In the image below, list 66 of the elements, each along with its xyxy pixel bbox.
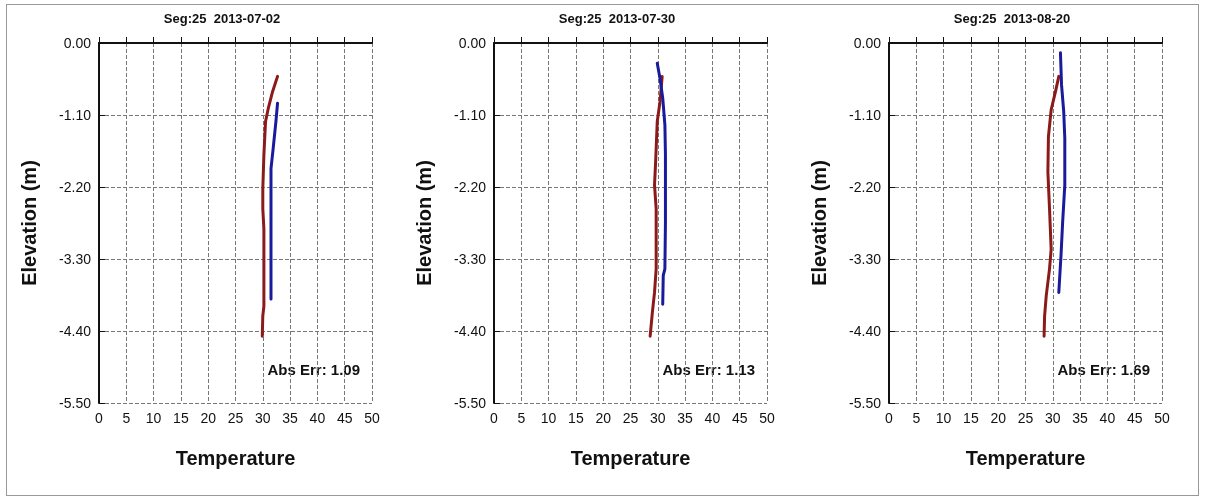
y-tick-label: 0.00 [458,35,487,51]
x-tick-label: 10 [145,410,162,426]
x-tick-label: 5 [122,410,131,426]
chart-title: Seg:25 2013-07-30 [558,11,676,26]
x-tick-label: 5 [517,410,526,426]
x-tick-label: 45 [1126,410,1143,426]
x-tick-label: 20 [595,410,612,426]
y-tick-label: -5.50 [454,395,487,411]
y-tick-label: -4.40 [849,323,882,339]
y-tick-label: -2.20 [849,179,882,195]
line-series [1042,74,1061,338]
x-tick-label: 0 [885,410,894,426]
x-tick-label: 15 [963,410,979,426]
x-axis-title: Temperature [965,447,1086,469]
x-tick-label: 5 [912,410,921,426]
y-tick-label: -1.10 [454,107,487,123]
y-tick-label: 0.00 [853,35,882,51]
y-tick-label: -3.30 [59,251,92,267]
line-series [655,61,667,306]
chart-title: Seg:25 2013-08-20 [953,11,1071,26]
x-tick-label: 15 [568,410,584,426]
x-tick-label: 40 [1099,410,1116,426]
y-tick-label: -3.30 [849,251,882,267]
x-tick-label: 10 [935,410,952,426]
y-tick-label: -4.40 [454,323,487,339]
y-tick-label: -3.30 [454,251,487,267]
line-series [260,74,280,338]
x-tick-label: 25 [622,410,639,426]
chart-title: Seg:25 2013-07-02 [163,11,281,26]
x-tick-label: 15 [173,410,189,426]
x-tick-label: 0 [95,410,104,426]
line-series [1057,51,1067,294]
y-tick-label: -2.20 [59,179,92,195]
x-tick-label: 35 [1072,410,1089,426]
y-tick-label: 0.00 [63,35,92,51]
y-tick-label: -5.50 [59,395,92,411]
y-axis-title: Elevation (m) [18,160,40,286]
x-tick-label: 25 [1017,410,1034,426]
x-tick-label: 50 [364,410,380,426]
x-axis-title: Temperature [175,447,296,469]
y-tick-label: -2.20 [454,179,487,195]
y-tick-label: -4.40 [59,323,92,339]
x-tick-label: 30 [650,410,666,426]
x-tick-label: 40 [309,410,326,426]
y-axis-title: Elevation (m) [808,160,830,286]
x-tick-label: 40 [704,410,721,426]
x-tick-label: 45 [336,410,353,426]
x-tick-label: 0 [490,410,499,426]
x-axis-title: Temperature [570,447,691,469]
y-axis-title: Elevation (m) [413,160,435,286]
y-tick-label: -1.10 [59,107,92,123]
x-tick-label: 25 [227,410,244,426]
x-tick-label: 35 [677,410,694,426]
x-tick-label: 30 [255,410,271,426]
y-tick-label: -1.10 [849,107,882,123]
line-series [269,101,280,301]
x-tick-label: 50 [759,410,775,426]
x-tick-label: 10 [540,410,557,426]
x-tick-label: 30 [1045,410,1061,426]
x-tick-label: 20 [200,410,217,426]
line-series [648,74,664,338]
x-tick-label: 45 [731,410,748,426]
x-tick-label: 35 [282,410,299,426]
x-tick-label: 20 [990,410,1007,426]
y-tick-label: -5.50 [849,395,882,411]
x-tick-label: 50 [1154,410,1170,426]
